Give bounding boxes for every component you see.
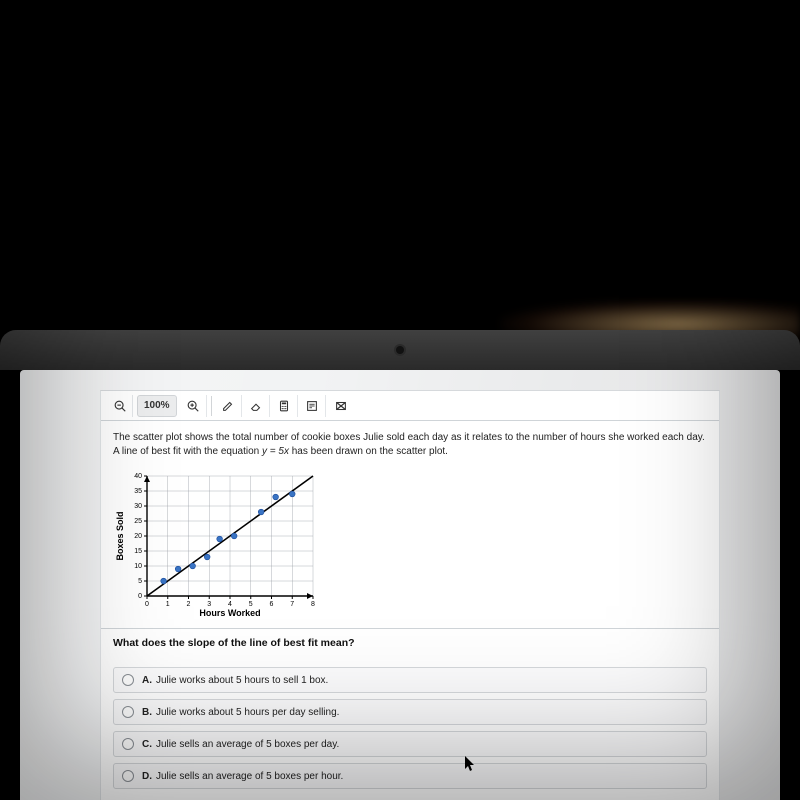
- zoom-in-button[interactable]: [181, 395, 207, 417]
- svg-text:Hours Worked: Hours Worked: [199, 608, 260, 618]
- question-card: 100%: [100, 390, 720, 800]
- svg-text:15: 15: [134, 548, 142, 555]
- svg-text:10: 10: [134, 563, 142, 570]
- svg-text:35: 35: [134, 488, 142, 495]
- reference-icon[interactable]: [300, 395, 326, 417]
- answer-option[interactable]: A. Julie works about 5 hours to sell 1 bo…: [113, 667, 707, 693]
- svg-text:5: 5: [138, 578, 142, 585]
- svg-text:0: 0: [145, 601, 149, 608]
- photo-frame: 100%: [0, 0, 800, 800]
- answer-option[interactable]: C. Julie sells an average of 5 boxes per …: [113, 731, 707, 757]
- webcam-dot: [396, 346, 404, 354]
- pen-icon[interactable]: [216, 395, 242, 417]
- svg-text:0: 0: [138, 593, 142, 600]
- svg-text:2: 2: [187, 601, 191, 608]
- answer-text: Julie works about 5 hours per day sellin…: [156, 707, 339, 718]
- question-equation: y = 5x: [262, 446, 289, 457]
- svg-text:30: 30: [134, 503, 142, 510]
- answer-letter: D.: [142, 771, 152, 782]
- answer-list: A. Julie works about 5 hours to sell 1 bo…: [101, 657, 719, 800]
- eraser-icon[interactable]: [244, 395, 270, 417]
- radio-icon: [122, 674, 134, 686]
- scatter-chart-svg: 0 1 2 3 4 5 6 7 8 0 5 10 15 20 25 30 35 40 Hours Worked Box…: [113, 470, 323, 620]
- svg-text:40: 40: [134, 473, 142, 480]
- radio-icon: [122, 770, 134, 782]
- laptop-screen: 100%: [20, 370, 780, 800]
- answer-text: Julie works about 5 hours to sell 1 box.: [156, 675, 328, 686]
- answer-letter: A.: [142, 675, 152, 686]
- answer-text: Julie sells an average of 5 boxes per da…: [156, 739, 339, 750]
- answer-option[interactable]: D. Julie sells an average of 5 boxes per …: [113, 763, 707, 789]
- scatter-chart: 0 1 2 3 4 5 6 7 8 0 5 10 15 20 25 30 35 40 Hours Worked Box…: [101, 466, 719, 628]
- question-intro-b: has been drawn on the scatter plot.: [292, 446, 448, 457]
- toolbar: 100%: [101, 391, 719, 421]
- strike-icon[interactable]: [328, 395, 354, 417]
- cursor-icon: [465, 756, 477, 772]
- svg-text:4: 4: [228, 601, 232, 608]
- answer-option[interactable]: B. Julie works about 5 hours per day sell…: [113, 699, 707, 725]
- answer-letter: B.: [142, 707, 152, 718]
- question-stem: The scatter plot shows the total number …: [101, 421, 719, 466]
- svg-text:25: 25: [134, 518, 142, 525]
- svg-text:20: 20: [134, 533, 142, 540]
- question-prompt: What does the slope of the line of best …: [101, 628, 719, 657]
- svg-text:7: 7: [290, 601, 294, 608]
- svg-text:1: 1: [166, 601, 170, 608]
- question-text: The scatter plot shows the total number …: [113, 431, 707, 458]
- svg-text:3: 3: [207, 601, 211, 608]
- calculator-icon[interactable]: [272, 395, 298, 417]
- svg-text:6: 6: [270, 601, 274, 608]
- radio-icon: [122, 738, 134, 750]
- zoom-level[interactable]: 100%: [137, 395, 177, 417]
- toolbar-separator: [211, 396, 212, 416]
- answer-text: Julie sells an average of 5 boxes per ho…: [156, 771, 343, 782]
- svg-text:Boxes Sold: Boxes Sold: [115, 511, 125, 560]
- svg-text:5: 5: [249, 601, 253, 608]
- zoom-out-button[interactable]: [107, 395, 133, 417]
- svg-text:8: 8: [311, 601, 315, 608]
- answer-letter: C.: [142, 739, 152, 750]
- radio-icon: [122, 706, 134, 718]
